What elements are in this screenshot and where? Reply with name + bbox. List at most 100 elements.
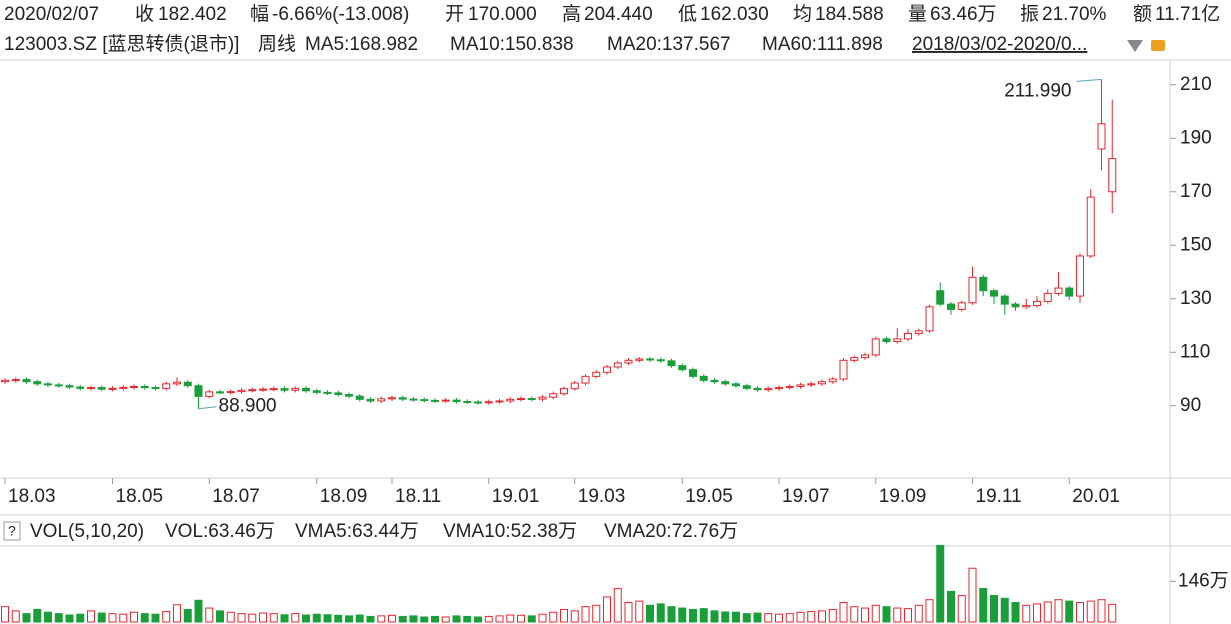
candle-body [667, 360, 676, 367]
candle-body [828, 378, 837, 383]
volume-bar [990, 595, 998, 623]
volume-bar [259, 612, 267, 623]
volume-bar [699, 608, 708, 623]
candle-body [65, 385, 74, 388]
candle-body [474, 401, 482, 404]
candle-body [818, 381, 826, 385]
candle-body [796, 384, 805, 388]
volume-legend-item: VOL:63.46万 [165, 521, 275, 542]
x-tick-label: 20.01 [1072, 486, 1120, 507]
candle-body [237, 389, 246, 393]
volume-bar [689, 608, 697, 623]
volume-bar [796, 611, 805, 623]
candle-body [656, 359, 665, 362]
x-tick-label: 19.05 [685, 486, 733, 507]
legend-item: MA20:137.567 [607, 34, 731, 55]
volume-bar [183, 608, 192, 623]
candle-body [1000, 295, 1009, 305]
candle-body [441, 399, 450, 402]
volume-bar [1011, 602, 1020, 623]
volume-bar [527, 615, 536, 623]
header-label: 量 [908, 4, 927, 25]
volume-bar [807, 610, 816, 623]
volume-bar [979, 588, 988, 623]
volume-bar [280, 614, 289, 623]
candle-body [592, 371, 601, 377]
candle-body [334, 392, 343, 396]
annotation: 211.990 [1004, 80, 1071, 101]
volume-bar [1076, 602, 1084, 623]
candle-body [22, 379, 31, 383]
volume-bar [237, 613, 246, 623]
annotation: 88.900 [219, 396, 277, 417]
volume-bar [570, 610, 579, 623]
volume-bar [871, 604, 880, 623]
volume-bar [613, 588, 622, 623]
x-tick-label: 18.09 [320, 486, 368, 507]
header-value: 184.588 [815, 4, 884, 25]
candle-body [183, 381, 192, 387]
candle-body [699, 375, 708, 381]
candle-body [130, 386, 138, 389]
volume-bar [764, 613, 773, 623]
y-tick-label: 170 [1180, 181, 1212, 202]
candle-body [1108, 158, 1117, 193]
lock-icon[interactable] [1151, 40, 1165, 51]
dropdown-arrow[interactable] [1127, 40, 1143, 52]
volume-bar [1108, 603, 1117, 623]
y-tick-label: 90 [1180, 395, 1201, 416]
volume-bar [753, 612, 762, 623]
volume-bar [22, 613, 31, 623]
volume-bar [312, 613, 321, 623]
volume-bar [667, 606, 676, 623]
candle-body [947, 303, 955, 310]
volume-bar [538, 613, 547, 623]
candle-body [538, 396, 547, 400]
candle-body [839, 359, 848, 380]
volume-bar [646, 604, 654, 623]
candle-body [173, 381, 181, 385]
candle-body [44, 383, 52, 386]
volume-bar [269, 613, 278, 623]
header-label: 开 [445, 4, 464, 25]
volume-bar [592, 604, 601, 623]
candle-body [990, 290, 998, 297]
help-icon[interactable]: ? [8, 523, 16, 539]
volume-bar [1086, 600, 1095, 623]
candle-body [87, 387, 95, 390]
header-label: 均 [793, 3, 812, 25]
help-box[interactable] [3, 521, 21, 541]
volume-bar [1000, 597, 1009, 623]
volume-bar [54, 613, 63, 623]
volume-bar [248, 613, 257, 623]
volume-bar [624, 602, 633, 623]
candle-body [1076, 255, 1084, 297]
candle-body [194, 385, 203, 397]
candle-body [463, 400, 472, 403]
candle-body [570, 382, 579, 390]
volume-bar [1097, 599, 1106, 623]
volume-bar [1033, 603, 1041, 623]
candle-body [517, 398, 525, 401]
x-tick-label: 19.03 [578, 486, 626, 507]
volume-bar [108, 613, 117, 623]
candle-body [484, 401, 493, 404]
volume-bar [785, 613, 794, 623]
volume-bar [484, 615, 493, 623]
y-tick-label: 190 [1180, 127, 1212, 148]
candle-body [97, 387, 106, 390]
volume-bar [194, 599, 203, 623]
candle-body [549, 393, 558, 398]
candle-body [11, 379, 20, 382]
candle-body [312, 390, 321, 393]
header-value: 182.402 [158, 4, 227, 25]
candle-body [850, 357, 859, 361]
candle-body [753, 387, 762, 391]
volume-bar [775, 613, 783, 623]
volume-bar [495, 615, 504, 623]
legend-item: MA5:168.982 [305, 34, 418, 55]
annotation-arrow [1076, 78, 1102, 82]
volume-bar [205, 607, 214, 623]
volume-bar [603, 596, 611, 623]
